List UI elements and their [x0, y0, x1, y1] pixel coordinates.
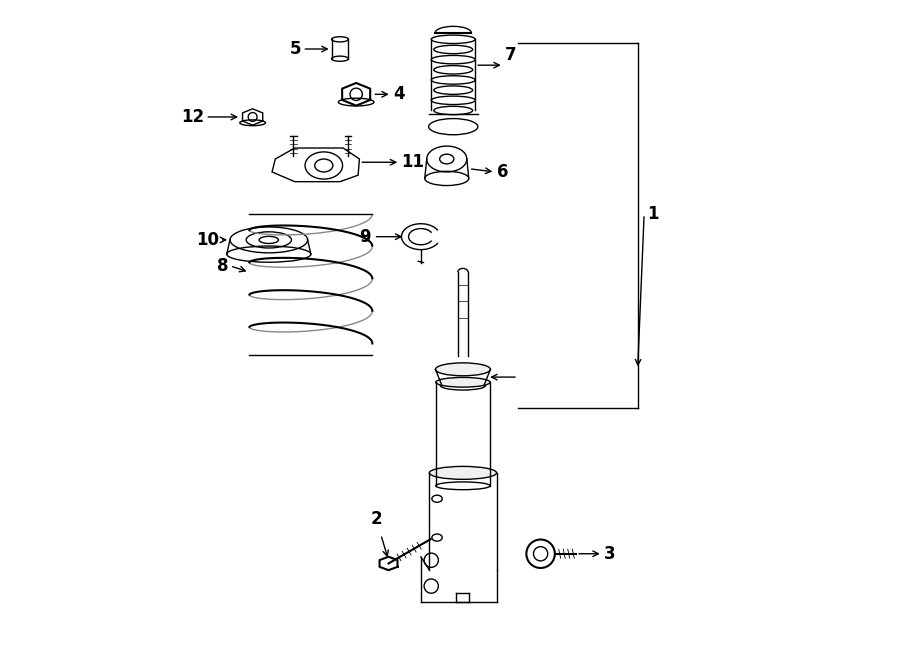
- Text: 10: 10: [196, 231, 220, 249]
- Text: 5: 5: [290, 40, 302, 58]
- Text: 12: 12: [181, 108, 204, 126]
- Text: 7: 7: [505, 46, 517, 65]
- Text: 1: 1: [647, 205, 659, 223]
- Ellipse shape: [429, 467, 497, 479]
- Text: 6: 6: [497, 163, 508, 181]
- Text: 2: 2: [371, 510, 382, 528]
- Ellipse shape: [436, 377, 490, 387]
- Text: 3: 3: [604, 545, 616, 563]
- Text: 4: 4: [393, 85, 405, 103]
- Text: 11: 11: [401, 153, 425, 171]
- Ellipse shape: [436, 363, 490, 376]
- Text: 9: 9: [359, 227, 371, 246]
- Text: 8: 8: [217, 256, 229, 275]
